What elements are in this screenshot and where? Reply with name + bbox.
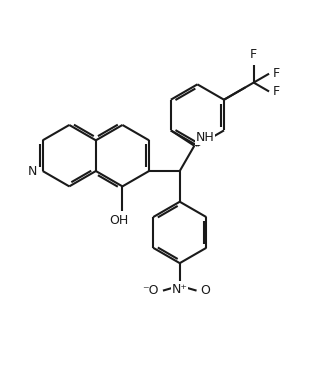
Text: O: O <box>200 284 210 297</box>
Text: OH: OH <box>110 214 129 227</box>
Text: N⁺: N⁺ <box>172 282 188 296</box>
Text: N: N <box>27 165 37 177</box>
Text: F: F <box>250 48 257 61</box>
Text: F: F <box>273 85 280 98</box>
Text: F: F <box>273 67 280 80</box>
Text: NH: NH <box>196 131 215 144</box>
Text: ⁻O: ⁻O <box>142 284 159 297</box>
